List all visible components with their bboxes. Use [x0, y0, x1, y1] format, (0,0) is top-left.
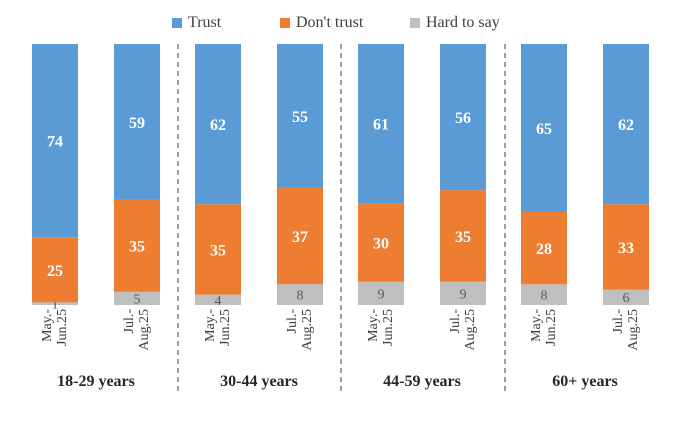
category-tick-label: May.-Jun.25: [40, 309, 70, 346]
bar-segment-hard-to-say: [440, 281, 486, 305]
bar-segment-don-t-trust: [277, 187, 323, 285]
data-label-don-t-trust: 35: [455, 229, 471, 246]
data-label-hard-to-say: 8: [297, 289, 304, 304]
legend-label-trust: Trust: [188, 14, 222, 31]
data-label-hard-to-say: 4: [215, 294, 222, 309]
data-label-don-t-trust: 33: [618, 240, 634, 257]
category-tick-label: Jul.-Aug.25: [448, 309, 478, 351]
bar-segment-don-t-trust: [603, 204, 649, 290]
group-label: 30-44 years: [220, 373, 298, 390]
data-label-trust: 62: [618, 117, 634, 134]
data-label-trust: 61: [373, 117, 389, 134]
legend-item-trust: Trust: [172, 14, 221, 32]
bar-segment-hard-to-say: [358, 281, 404, 305]
category-tick-label: Jul.-Aug.25: [122, 309, 152, 351]
legend-swatch-trust: [172, 18, 182, 28]
data-label-trust: 74: [47, 134, 63, 151]
data-label-hard-to-say: 6: [623, 291, 630, 306]
bar-segment-don-t-trust: [521, 211, 567, 285]
data-label-trust: 55: [292, 109, 308, 126]
legend-swatch-hard-to-say: [410, 18, 420, 28]
bar-segment-trust: [358, 44, 404, 204]
bar-segment-don-t-trust: [32, 237, 78, 303]
data-label-trust: 59: [129, 115, 145, 132]
bar-segment-don-t-trust: [440, 190, 486, 282]
data-label-trust: 62: [210, 117, 226, 134]
category-tick-label: May.-Jun.25: [366, 309, 396, 346]
group-label: 44-59 years: [383, 373, 461, 390]
category-tick-label: Jul.-Aug.25: [611, 309, 641, 351]
bar-segment-don-t-trust: [358, 203, 404, 282]
data-label-don-t-trust: 30: [373, 235, 389, 252]
data-label-trust: 56: [455, 110, 471, 127]
bar-segment-hard-to-say: [195, 294, 241, 305]
bar-segment-hard-to-say: [114, 291, 160, 305]
legend-item-hard-to-say: Hard to say: [410, 14, 500, 32]
bar-segment-trust: [195, 44, 241, 205]
bar-segment-hard-to-say: [521, 284, 567, 305]
legend-label-hard-to-say: Hard to say: [426, 14, 500, 31]
data-label-hard-to-say: 5: [134, 292, 141, 307]
data-label-hard-to-say: 9: [460, 287, 467, 302]
bar-segment-trust: [277, 44, 323, 188]
data-label-don-t-trust: 37: [292, 229, 308, 246]
data-label-don-t-trust: 35: [129, 239, 145, 256]
category-tick-label: May.-Jun.25: [203, 309, 233, 346]
bar-segment-trust: [440, 44, 486, 191]
data-label-hard-to-say: 1: [52, 298, 59, 313]
bar-segment-trust: [603, 44, 649, 205]
data-label-don-t-trust: 28: [536, 241, 552, 258]
data-label-don-t-trust: 35: [210, 242, 226, 259]
data-label-trust: 65: [536, 121, 552, 138]
chart-legend: Trust Don't trust Hard to say: [0, 14, 690, 36]
bar-segment-trust: [521, 44, 567, 212]
legend-swatch-dont-trust: [280, 18, 290, 28]
bar-segment-don-t-trust: [195, 204, 241, 295]
bar-segment-hard-to-say: [603, 289, 649, 305]
category-tick-label: Jul.-Aug.25: [285, 309, 315, 351]
legend-item-dont-trust: Don't trust: [280, 14, 363, 32]
bar-segment-trust: [32, 44, 78, 238]
bar-segment-hard-to-say: [32, 302, 78, 305]
legend-label-dont-trust: Don't trust: [296, 14, 364, 31]
data-label-hard-to-say: 9: [378, 287, 385, 302]
data-label-hard-to-say: 8: [541, 289, 548, 304]
group-label: 60+ years: [552, 373, 618, 390]
data-label-don-t-trust: 25: [47, 263, 63, 280]
bar-segment-hard-to-say: [277, 284, 323, 305]
bar-segment-trust: [114, 44, 160, 200]
category-tick-label: May.-Jun.25: [529, 309, 559, 346]
bar-segment-don-t-trust: [114, 199, 160, 292]
group-label: 18-29 years: [57, 373, 135, 390]
